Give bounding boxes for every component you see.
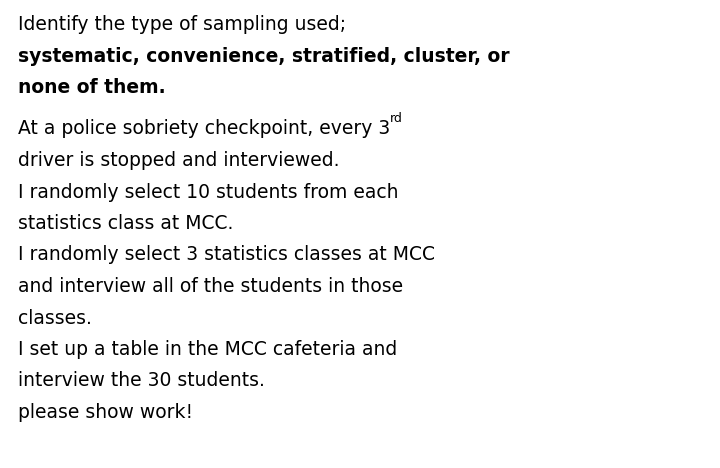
Text: interview the 30 students.: interview the 30 students. (18, 372, 265, 390)
Text: Identify the type of sampling used;: Identify the type of sampling used; (18, 15, 346, 34)
Text: I set up a table in the MCC cafeteria and: I set up a table in the MCC cafeteria an… (18, 340, 397, 359)
Text: and interview all of the students in those: and interview all of the students in tho… (18, 277, 403, 296)
Text: statistics class at MCC.: statistics class at MCC. (18, 214, 233, 233)
Text: please show work!: please show work! (18, 403, 193, 422)
Text: classes.: classes. (18, 308, 92, 328)
Text: none of them.: none of them. (18, 78, 166, 97)
Text: driver is stopped and interviewed.: driver is stopped and interviewed. (18, 151, 340, 170)
Text: systematic, convenience, stratified, cluster, or: systematic, convenience, stratified, clu… (18, 46, 510, 66)
Text: I randomly select 10 students from each: I randomly select 10 students from each (18, 183, 398, 202)
Text: At a police sobriety checkpoint, every 3: At a police sobriety checkpoint, every 3 (18, 119, 390, 139)
Text: rd: rd (390, 112, 403, 125)
Text: I randomly select 3 statistics classes at MCC: I randomly select 3 statistics classes a… (18, 246, 435, 264)
